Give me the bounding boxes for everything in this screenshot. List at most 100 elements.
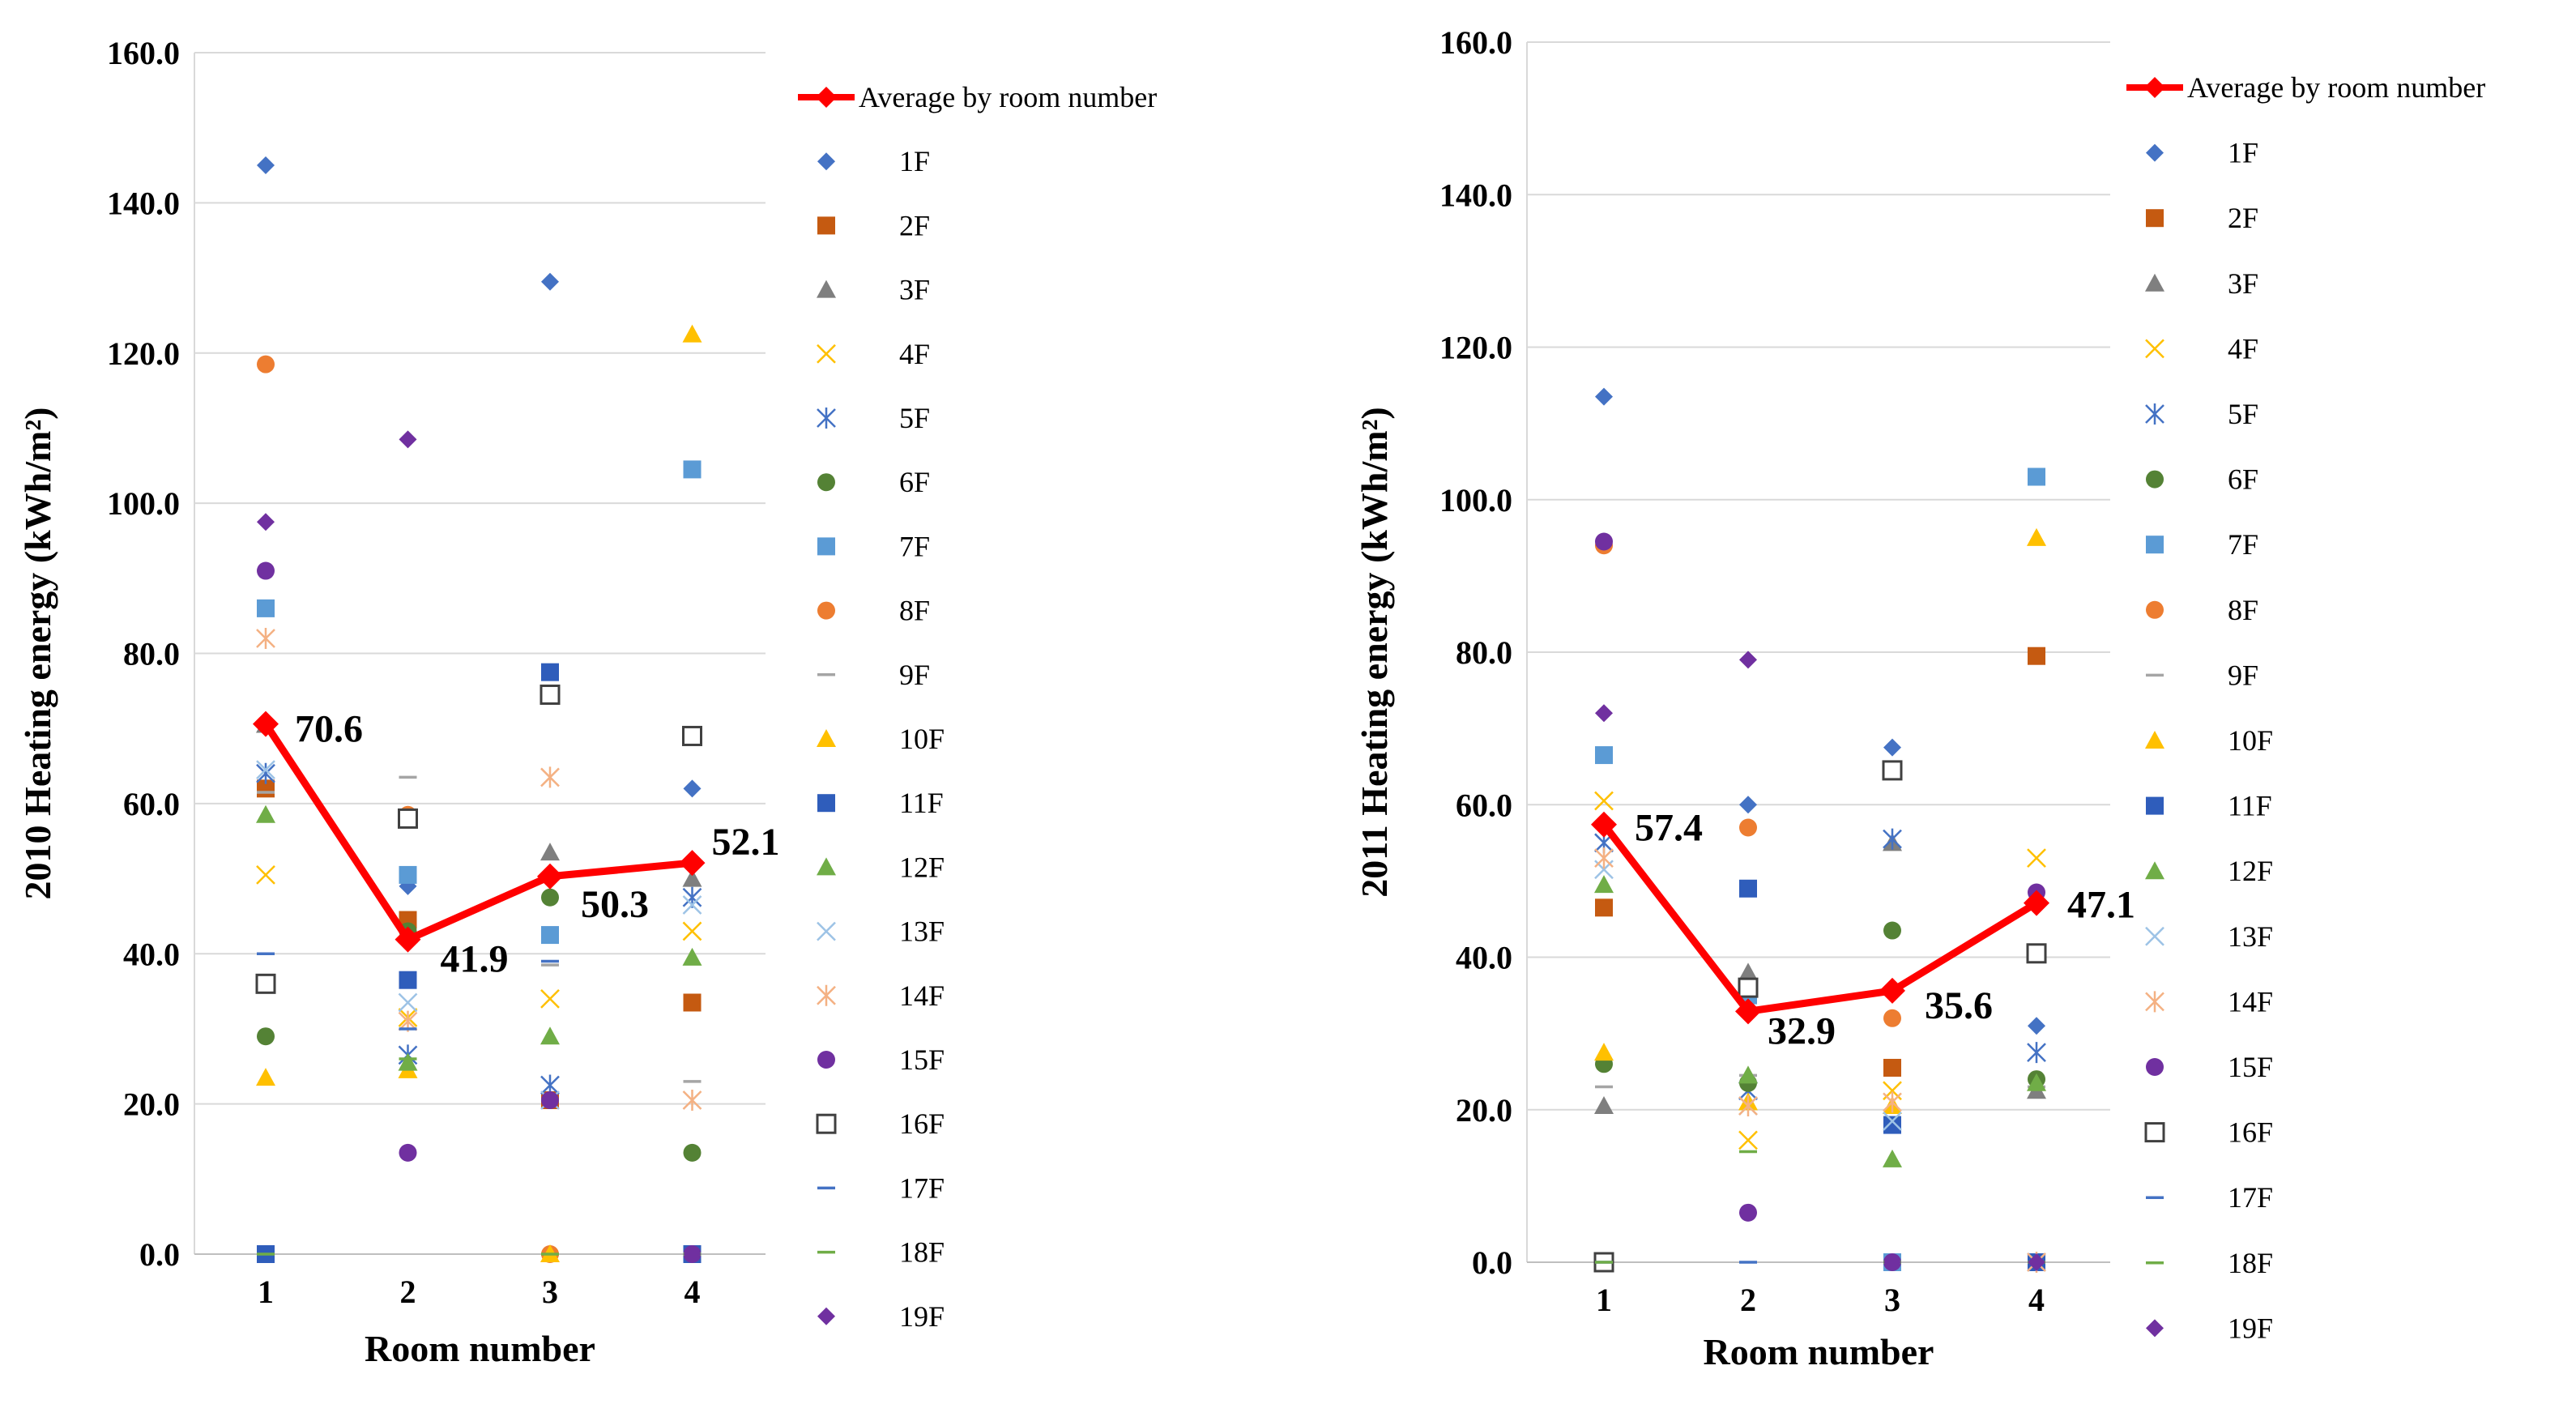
chart-1-legend-label: 1F xyxy=(899,145,930,177)
chart-1-y-tick-label: 160.0 xyxy=(107,35,180,71)
chart-2-legend-marker-19F xyxy=(2146,1319,2164,1338)
chart-1-average-point xyxy=(253,711,279,737)
chart-1-legend-label: 19F xyxy=(899,1300,945,1333)
chart-2-average-data-label: 57.4 xyxy=(1635,807,1703,850)
chart-1-point-16F xyxy=(540,684,561,705)
chart-1-average-point xyxy=(537,863,563,890)
chart-1-x-tick-label: 3 xyxy=(542,1274,558,1310)
chart-2-point-19F xyxy=(1739,651,1757,669)
chart-2-average-data-label: 47.1 xyxy=(2067,884,2135,927)
chart-2-y-tick-label: 80.0 xyxy=(1456,634,1512,671)
chart-1-y-tick-label: 100.0 xyxy=(107,485,180,522)
chart-1-point-10F xyxy=(682,324,702,343)
chart-1-legend-label: 8F xyxy=(899,595,930,627)
chart-2-legend-label: 10F xyxy=(2228,724,2273,757)
chart-1-legend-marker-10F xyxy=(817,729,836,747)
chart-2-point-12F xyxy=(1883,1149,1902,1167)
chart-2-legend-label: 5F xyxy=(2228,398,2258,430)
chart-2-legend-label: 3F xyxy=(2228,267,2258,300)
chart-1-average-data-label: 50.3 xyxy=(581,883,649,926)
chart-1-point-3F xyxy=(682,868,702,887)
chart-2-point-19F xyxy=(1883,1253,1901,1271)
chart-2-legend-average-label: Average by room number xyxy=(2187,71,2485,104)
chart-2-point-2F xyxy=(2028,647,2045,665)
chart-2-y-tick-label: 20.0 xyxy=(1456,1092,1512,1129)
chart-2-legend-label: 6F xyxy=(2228,463,2258,496)
chart-2-point-2F xyxy=(1595,898,1613,917)
chart-2-point-1F xyxy=(1883,738,1901,757)
chart-1-legend-marker-5F xyxy=(817,408,836,429)
chart-1-point-19F xyxy=(399,430,417,449)
chart-1-legend-average-marker xyxy=(816,87,837,108)
chart-2-legend-label: 14F xyxy=(2228,985,2273,1018)
chart-2-point-10F xyxy=(2027,527,2046,546)
chart-2-point-19F xyxy=(2028,1253,2045,1271)
chart-2-legend-label: 2F xyxy=(2228,202,2258,234)
chart-2-legend-label: 8F xyxy=(2228,594,2258,626)
chart-1-point-12F xyxy=(256,804,275,823)
chart-1-legend-marker-1F xyxy=(817,152,835,171)
chart-2-legend-marker-10F xyxy=(2145,731,2164,749)
chart-2-legend-label: 4F xyxy=(2228,332,2258,365)
chart-1-legend-average-label: Average by room number xyxy=(859,81,1157,113)
chart-2-legend-marker-6F xyxy=(2146,470,2164,489)
chart-1-y-tick-label: 0.0 xyxy=(139,1236,180,1273)
chart-2-y-tick-label: 0.0 xyxy=(1472,1244,1512,1281)
chart-1-average-data-label: 41.9 xyxy=(441,938,509,981)
chart-1-point-19F xyxy=(541,1090,559,1109)
chart-1-legend-marker-8F xyxy=(817,601,835,620)
chart-1-legend-marker-19F xyxy=(817,1307,835,1325)
chart-1-point-8F xyxy=(257,355,275,373)
chart-1-average-data-label: 70.6 xyxy=(295,708,363,751)
chart-1-point-19F xyxy=(257,513,275,531)
chart-1-legend-label: 11F xyxy=(899,787,944,819)
chart-2-point-2F xyxy=(1883,1058,1901,1077)
chart-2-legend-label: 19F xyxy=(2228,1312,2273,1344)
chart-2-legend-marker-4F xyxy=(2145,339,2164,359)
chart-1-legend-marker-15F xyxy=(817,1051,835,1069)
chart-1-point-4F xyxy=(540,988,560,1009)
chart-1-legend-marker-3F xyxy=(817,280,836,298)
chart-1-point-15F xyxy=(257,561,275,580)
chart-2-legend-average-marker xyxy=(2144,77,2165,98)
chart-2-legend-label: 17F xyxy=(2228,1181,2273,1214)
chart-1-point-6F xyxy=(683,1143,702,1162)
chart-2-y-tick-label: 140.0 xyxy=(1439,177,1512,213)
chart-1-point-4F xyxy=(256,865,275,885)
chart-1-legend-label: 2F xyxy=(899,209,930,241)
chart-1-legend-marker-2F xyxy=(817,216,835,235)
chart-2: 0.0 20.0 40.0 60.0 80.0 100.0 120.0 140.0 160.0 1… xyxy=(1354,24,2485,1372)
chart-2-x-tick-label: 2 xyxy=(1740,1282,1756,1318)
chart-2-point-12F xyxy=(1594,875,1614,894)
chart-1-legend-label: 14F xyxy=(899,979,945,1012)
chart-1-y-axis-title: 2010 Heating energy (kWh/m²) xyxy=(17,408,58,900)
chart-2-legend-marker-12F xyxy=(2145,861,2164,880)
chart-2-y-tick-label: 100.0 xyxy=(1439,482,1512,518)
chart-1-legend-marker-12F xyxy=(817,857,836,876)
chart-1-x-axis-title: Room number xyxy=(365,1328,595,1369)
chart-2-point-1F xyxy=(2028,1017,2045,1035)
chart-2-legend-marker-5F xyxy=(2145,403,2164,425)
chart-2-average-point xyxy=(1591,811,1617,838)
chart-2-point-6F xyxy=(1883,921,1901,940)
chart-2-point-8F xyxy=(1739,818,1757,837)
chart-1-legend-marker-7F xyxy=(817,537,835,556)
chart-1-x-tick-label: 1 xyxy=(258,1274,274,1310)
chart-2-point-16F xyxy=(2026,943,2047,964)
chart-2-point-8F xyxy=(1883,1009,1901,1027)
chart-1-y-tick-label: 140.0 xyxy=(107,185,180,221)
chart-1-point-12F xyxy=(682,947,702,966)
chart-2-point-4F xyxy=(2027,848,2046,868)
chart-2-legend: Average by room number 1F 2F 3F 4F 5F 6F 7F 8F 9F… xyxy=(2126,71,2485,1344)
chart-2-point-16F xyxy=(1738,977,1759,998)
chart-1-legend-marker-14F xyxy=(817,984,836,1006)
chart-2-legend-marker-13F xyxy=(2145,926,2164,946)
chart-2-average-point xyxy=(2024,890,2049,916)
chart-2-legend-marker-14F xyxy=(2145,991,2164,1013)
chart-2-legend-marker-15F xyxy=(2146,1058,2164,1076)
chart-1-point-7F xyxy=(683,460,702,479)
chart-2-x-tick-label: 1 xyxy=(1596,1282,1612,1318)
chart-1-legend: Average by room number 1F 2F 3F 4F 5F 6F 7F 8F 9F… xyxy=(798,81,1157,1333)
